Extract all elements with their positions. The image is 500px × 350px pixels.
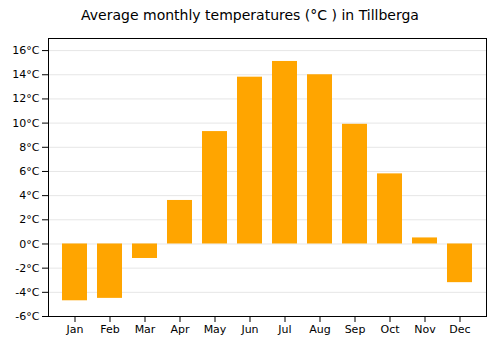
svg-text:May: May <box>204 323 227 336</box>
svg-text:14°C: 14°C <box>12 68 39 81</box>
svg-text:-4°C: -4°C <box>15 286 39 299</box>
svg-text:Mar: Mar <box>135 323 156 336</box>
svg-text:6°C: 6°C <box>19 165 39 178</box>
svg-text:2°C: 2°C <box>19 213 39 226</box>
svg-text:Jan: Jan <box>66 323 84 336</box>
svg-text:Oct: Oct <box>380 323 400 336</box>
svg-text:0°C: 0°C <box>19 237 39 250</box>
svg-text:12°C: 12°C <box>12 92 39 105</box>
svg-text:Apr: Apr <box>170 323 190 336</box>
svg-text:10°C: 10°C <box>12 117 39 130</box>
svg-text:Aug: Aug <box>309 323 330 336</box>
svg-text:Jun: Jun <box>240 323 258 336</box>
svg-text:-6°C: -6°C <box>15 310 39 323</box>
svg-text:16°C: 16°C <box>12 44 39 57</box>
svg-text:-2°C: -2°C <box>15 262 39 275</box>
svg-text:Nov: Nov <box>414 323 436 336</box>
svg-text:8°C: 8°C <box>19 141 39 154</box>
html-text:Average monthly temperatures (: Average monthly temperatures (°C ) in Ti… <box>81 7 419 23</box>
svg-text:Dec: Dec <box>449 323 470 336</box>
svg-text:Sep: Sep <box>345 323 366 336</box>
svg-text:Feb: Feb <box>100 323 119 336</box>
svg-text:4°C: 4°C <box>19 189 39 202</box>
svg-text:Jul: Jul <box>277 323 291 336</box>
